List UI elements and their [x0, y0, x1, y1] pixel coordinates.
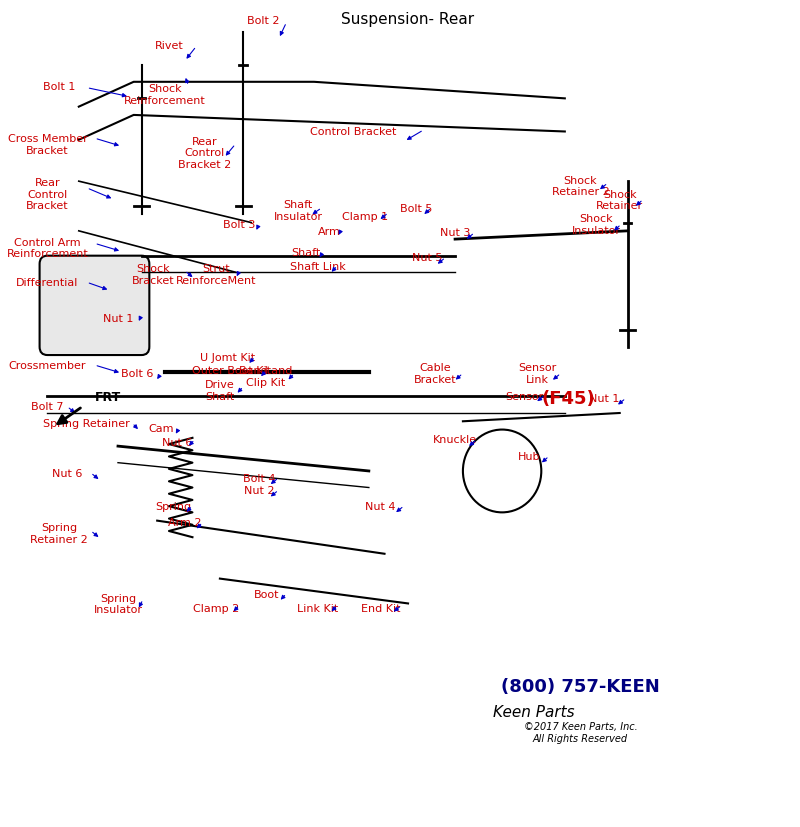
Text: Suspension- Rear: Suspension- Rear [342, 12, 474, 27]
Text: Bolt 4: Bolt 4 [243, 473, 275, 483]
Text: ©2017 Keen Parts, Inc.
All Rights Reserved: ©2017 Keen Parts, Inc. All Rights Reserv… [524, 721, 638, 743]
Text: Sensor
Link: Sensor Link [518, 363, 557, 385]
Text: Cam: Cam [148, 423, 174, 433]
Text: (F45): (F45) [542, 390, 596, 408]
Text: Sensor: Sensor [505, 392, 543, 402]
Text: Shock
Insulator: Shock Insulator [572, 214, 621, 236]
Text: Spring: Spring [154, 501, 191, 511]
Text: Bolt 6: Bolt 6 [122, 369, 154, 379]
Text: Bolt 5: Bolt 5 [400, 203, 432, 213]
Text: Band and
Clip Kit: Band and Clip Kit [238, 366, 292, 387]
Text: Spring
Retainer 2: Spring Retainer 2 [30, 523, 88, 544]
Text: Arm: Arm [318, 227, 341, 237]
Text: Arm 2: Arm 2 [168, 518, 202, 528]
Text: Knuckle: Knuckle [433, 435, 477, 445]
Text: Keen Parts: Keen Parts [493, 704, 574, 719]
Text: Bolt 3: Bolt 3 [223, 220, 256, 230]
Text: (800) 757-KEEN: (800) 757-KEEN [501, 677, 660, 696]
Text: Spring
Insulator: Spring Insulator [94, 593, 142, 614]
Text: Clamp 2: Clamp 2 [193, 603, 239, 613]
Text: Crossmember: Crossmember [9, 361, 86, 370]
Text: Control Bracket: Control Bracket [310, 127, 396, 137]
Text: Nut 4: Nut 4 [366, 501, 396, 511]
Text: Nut 1: Nut 1 [589, 394, 619, 404]
Text: Cross Member
Bracket: Cross Member Bracket [7, 134, 87, 155]
Text: Nut 6: Nut 6 [162, 437, 192, 447]
Text: Shock
Retainer 2: Shock Retainer 2 [552, 175, 610, 197]
Text: Control Arm
Reinforcement: Control Arm Reinforcement [6, 237, 88, 259]
Text: Rivet: Rivet [154, 41, 183, 50]
Text: Shaft Link: Shaft Link [290, 261, 346, 271]
Text: End Kit: End Kit [361, 603, 400, 613]
Text: Spring Retainer: Spring Retainer [43, 418, 130, 428]
Text: Bolt 2: Bolt 2 [246, 16, 279, 26]
Text: Bolt 7: Bolt 7 [31, 402, 64, 412]
Text: Nut 1: Nut 1 [102, 313, 133, 323]
FancyBboxPatch shape [39, 256, 150, 356]
Text: Outer Boot Kit: Outer Boot Kit [192, 366, 271, 375]
Text: U Jomt Kit: U Jomt Kit [200, 352, 255, 362]
Text: Drive
Shaft: Drive Shaft [205, 380, 234, 401]
Text: Shock
Bracket: Shock Bracket [132, 264, 174, 285]
Text: Nut 6: Nut 6 [52, 468, 82, 478]
Text: Nut 5: Nut 5 [413, 253, 443, 263]
Text: Rear
Control
Bracket: Rear Control Bracket [26, 178, 69, 211]
Text: Differential: Differential [16, 278, 78, 288]
Text: Nut 3: Nut 3 [440, 228, 470, 238]
Text: Strut
ReinforceMent: Strut ReinforceMent [176, 264, 256, 285]
Text: Hub: Hub [518, 452, 541, 461]
Text: Cable
Bracket: Cable Bracket [414, 363, 457, 385]
Text: Bolt 1: Bolt 1 [43, 82, 75, 92]
Text: Shaft
Insulator: Shaft Insulator [274, 200, 322, 222]
Text: Shock
Reinforcement: Shock Reinforcement [124, 84, 206, 106]
Text: Rear
Control
Bracket 2: Rear Control Bracket 2 [178, 136, 231, 170]
Text: Shock
Retainer: Shock Retainer [596, 189, 643, 211]
Text: Link Kit: Link Kit [298, 603, 338, 613]
Text: Boot: Boot [254, 589, 280, 599]
Text: Nut 2: Nut 2 [244, 485, 274, 495]
Text: FRT: FRT [94, 390, 121, 404]
Text: Shaft: Shaft [291, 247, 321, 257]
Text: Clamp 1: Clamp 1 [342, 212, 388, 222]
